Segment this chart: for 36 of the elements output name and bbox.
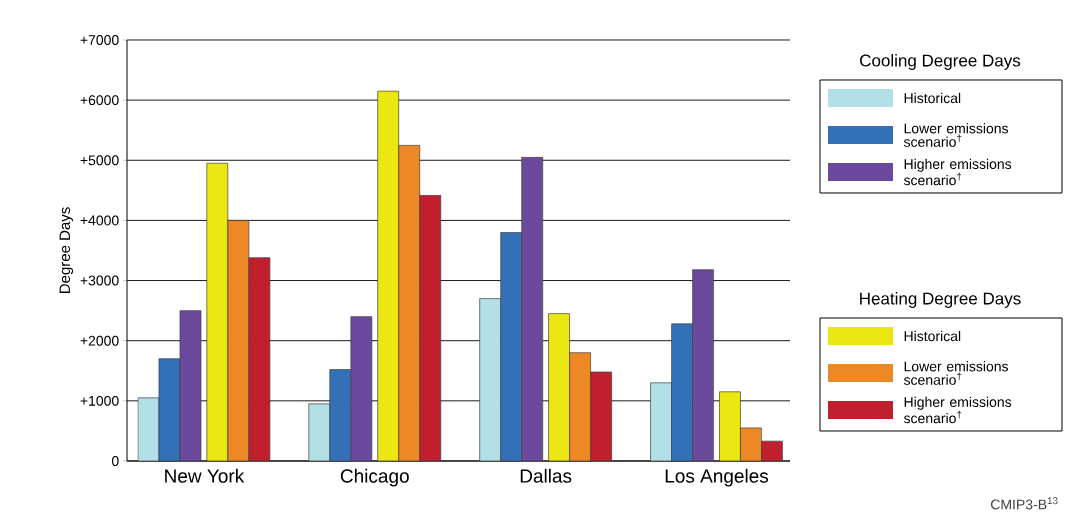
y-tick-label: +6000: [80, 95, 119, 106]
bar: [569, 352, 591, 461]
bar: [671, 323, 693, 461]
y-tick-label: +3000: [80, 275, 119, 286]
legend-label: Lower emissions scenario$^{†}$: [903, 123, 1009, 147]
bar: [548, 313, 570, 461]
bar: [398, 144, 421, 461]
y-tick-label: +2000: [80, 335, 119, 346]
bar: [227, 220, 250, 461]
text: Cooling Degree Days: [860, 54, 1021, 70]
y-tick-label: +4000: [80, 215, 119, 226]
y-tick-label: 0: [111, 456, 119, 466]
bar: [521, 156, 544, 461]
bar: [500, 232, 523, 461]
bar: [329, 369, 352, 461]
text: Heating Degree Days: [860, 292, 1021, 308]
legend-label: Historical: [904, 92, 961, 104]
x-tick-label: Los Angeles: [665, 468, 769, 487]
bar: [350, 316, 373, 461]
x-tick-label: New York: [165, 468, 245, 483]
y-tick-label: +5000: [80, 155, 119, 166]
y-tick-label: +1000: [80, 395, 119, 406]
bar: [719, 391, 741, 461]
legend-label: Higher emissions scenario$^{†}$: [903, 396, 1012, 424]
x-tick-label: Dallas: [520, 468, 572, 483]
y-axis-title: Degree Days: [59, 207, 74, 294]
legend-label: Lower emissions scenario$^{†}$: [903, 361, 1009, 385]
bar: [206, 162, 229, 461]
text: CMIP3-B$^{13}$: [990, 497, 1058, 510]
bar: [692, 269, 714, 461]
bar: [179, 310, 202, 461]
legend-label: Historical: [904, 330, 961, 342]
y-tick-label: +7000: [80, 35, 119, 45]
bar: [377, 90, 400, 461]
x-tick-label: Chicago: [340, 468, 409, 487]
legend-label: Higher emissions scenario$^{†}$: [903, 158, 1012, 186]
